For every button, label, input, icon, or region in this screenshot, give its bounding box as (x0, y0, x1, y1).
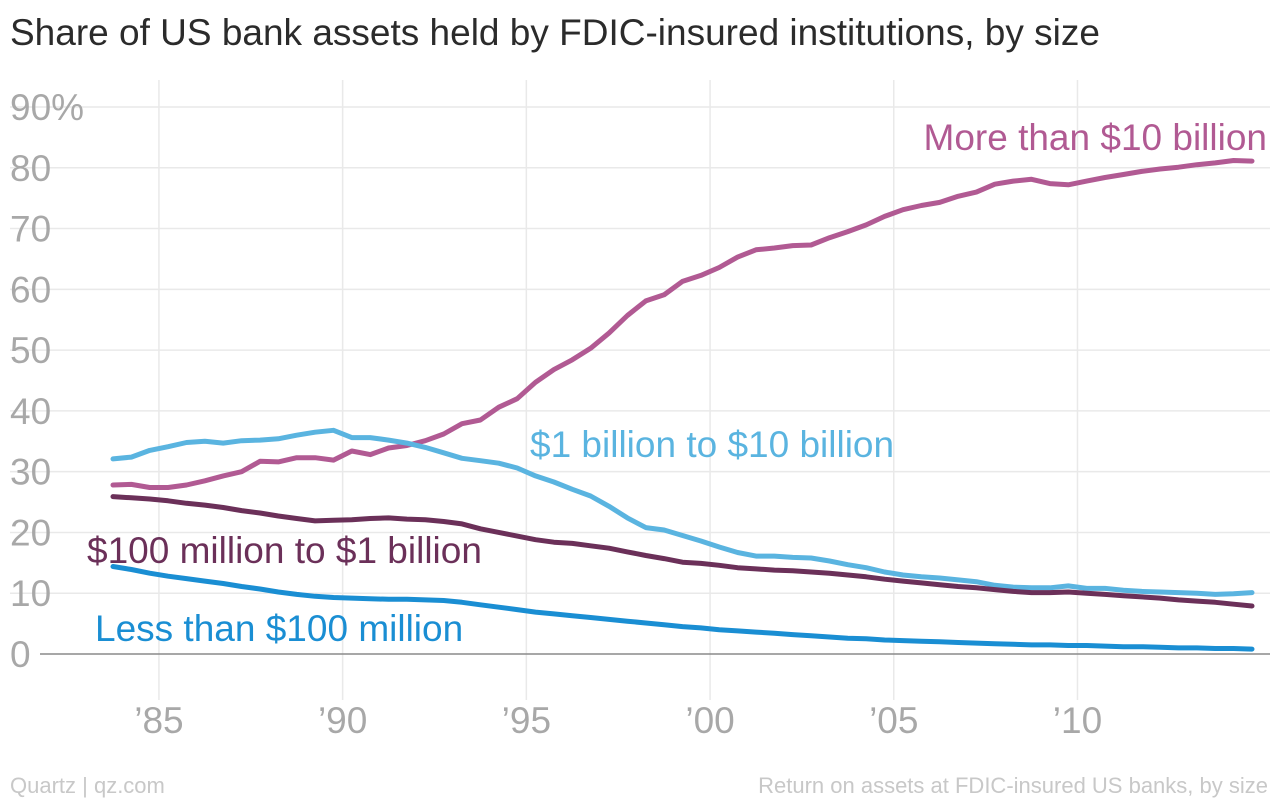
chart-title: Share of US bank assets held by FDIC-ins… (10, 12, 1100, 53)
grid-layer (10, 80, 1270, 700)
x-tick-label: ’85 (134, 700, 183, 741)
series-label-3: $100 million to $1 billion (87, 530, 482, 571)
series-line-3 (110, 494, 1255, 609)
series-layer (110, 158, 1255, 652)
chart-note: Return on assets at FDIC-insured US bank… (758, 773, 1268, 798)
series-label-4: Less than $100 million (95, 608, 463, 649)
series-line-2 (110, 427, 1255, 597)
y-tick-label: 90% (10, 87, 84, 128)
series-line-4 (110, 564, 1255, 652)
label-layer: More than $10 billion $1 billion to $10 b… (87, 117, 1267, 649)
series-label-1: More than $10 billion (924, 117, 1268, 158)
y-tick-label: 40 (10, 391, 51, 432)
y-tick-label: 50 (10, 330, 51, 371)
y-tick-label: 0 (10, 634, 31, 675)
x-tick-label: ’90 (318, 700, 367, 741)
x-tick-label: ’05 (869, 700, 918, 741)
x-tick-label: ’10 (1053, 700, 1102, 741)
x-tick-label: ’00 (685, 700, 734, 741)
y-tick-label: 10 (10, 573, 51, 614)
series-line-1 (110, 158, 1255, 490)
y-tick-label: 80 (10, 148, 51, 189)
source-credit: Quartz | qz.com (10, 773, 165, 798)
y-tick-label: 20 (10, 512, 51, 553)
y-tick-label: 60 (10, 269, 51, 310)
series-label-2: $1 billion to $10 billion (530, 424, 894, 465)
x-tick-label: ’95 (502, 700, 551, 741)
ytick-layer: 0 10 20 30 40 50 60 70 80 90% (10, 87, 84, 675)
y-tick-label: 30 (10, 452, 51, 493)
xtick-layer: ’85 ’90 ’95 ’00 ’05 ’10 (134, 700, 1102, 741)
y-tick-label: 70 (10, 209, 51, 250)
